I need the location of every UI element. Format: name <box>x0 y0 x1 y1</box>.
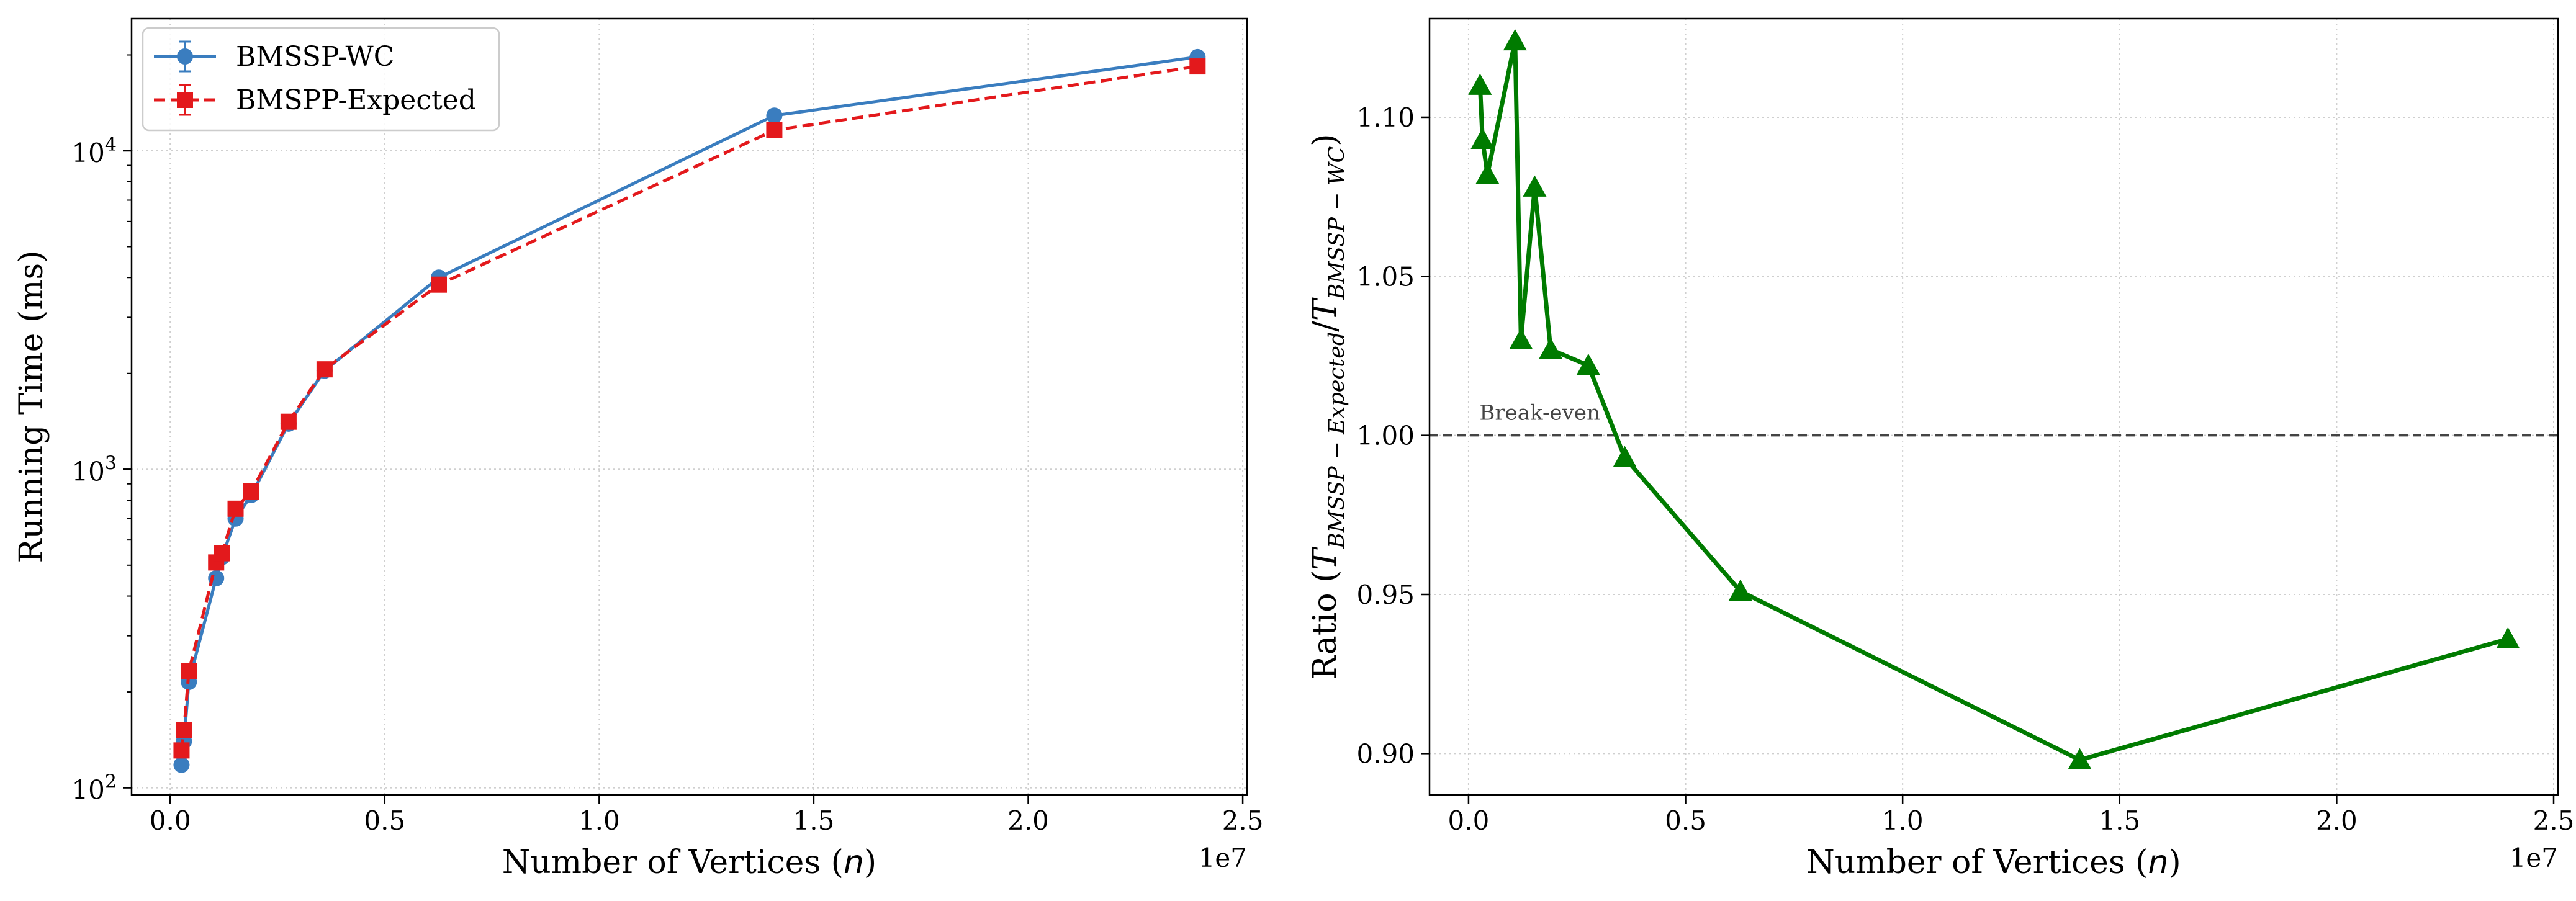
y-tick-label: 1.05 <box>1356 261 1415 292</box>
x-tick-label: 2.5 <box>1222 805 1264 836</box>
data-point <box>173 742 190 759</box>
data-point <box>1576 353 1600 375</box>
data-point <box>1189 58 1206 75</box>
legend-label: BMSPP-Expected <box>236 84 476 116</box>
x-axis-label-text: Number of Vertices ( <box>1806 844 2148 881</box>
data-point <box>2068 748 2092 769</box>
data-point <box>1509 328 1533 350</box>
data-point <box>176 722 192 738</box>
data-point <box>431 276 448 293</box>
x-tick-label: 0.5 <box>364 805 405 836</box>
y-tick-base: 10 <box>71 775 104 805</box>
x-tick-label: 2.0 <box>1007 805 1049 836</box>
data-point <box>280 413 297 430</box>
y-tick-label: 0.90 <box>1356 738 1415 769</box>
ratio-chart: Break-even 0.0 0.5 1.0 1.5 2.0 2.5 0.90 0.95 1.00… <box>1307 17 2575 881</box>
data-point <box>173 756 190 773</box>
data-point <box>1475 163 1500 184</box>
data-point <box>1613 446 1637 467</box>
y-axis-label: Ratio (TBMSSP − Expected/TBMSSP − WC) <box>1307 133 1349 679</box>
x-offset-label: 1e7 <box>1199 843 1247 873</box>
x-tick-label: 2.5 <box>2533 805 2575 836</box>
x-axis-label: Number of Vertices (n) <box>502 844 876 881</box>
y-tick-label: 1.10 <box>1356 102 1415 133</box>
legend-marker <box>177 92 193 108</box>
x-tick-label: 2.0 <box>2316 805 2358 836</box>
y-label-slash: / <box>1307 321 1344 332</box>
y-label-T1: T <box>1307 547 1344 570</box>
series-line-0 <box>1477 38 2509 763</box>
series-line-1 <box>179 65 1198 751</box>
y-label-prefix: Ratio ( <box>1307 570 1344 680</box>
legend: BMSSP-WC BMSPP-Expected <box>142 27 500 132</box>
data-point <box>1539 338 1563 359</box>
data-point <box>1728 579 1752 601</box>
legend-label: BMSSP-WC <box>236 41 394 73</box>
x-tick-label: 0.0 <box>1448 805 1490 836</box>
y-tick-exponent: 4 <box>105 134 117 156</box>
y-label-T2: T <box>1307 297 1344 321</box>
y-tick-label: 104 <box>71 134 117 168</box>
data-point <box>316 361 333 378</box>
data-point <box>214 545 230 562</box>
data-point <box>2496 627 2520 648</box>
y-tick-exponent: 3 <box>105 452 117 474</box>
data-point <box>766 122 783 138</box>
y-tick-label: 0.95 <box>1356 580 1415 610</box>
y-tick-label: 1.00 <box>1356 421 1415 451</box>
legend-box <box>142 27 500 132</box>
legend-marker <box>177 48 193 65</box>
y-label-sub2: BMSSP − WC <box>1325 146 1349 300</box>
data-point <box>1468 73 1492 95</box>
data-point <box>1523 175 1547 197</box>
x-axis-label-tail: ) <box>2168 844 2181 881</box>
x-offset-label: 1e7 <box>2510 843 2558 873</box>
y-tick-base: 10 <box>71 138 104 168</box>
x-tick-label: 1.0 <box>1882 805 1924 836</box>
y-label-sub1: BMSSP − Expected <box>1325 332 1349 549</box>
y-label-suffix: ) <box>1307 133 1344 146</box>
series-line-0 <box>179 55 1198 765</box>
data-point <box>243 483 259 500</box>
x-axis-label: Number of Vertices (n) <box>1806 844 2181 881</box>
x-axis-label-tail: ) <box>864 844 876 881</box>
x-tick-label: 1.5 <box>2099 805 2140 836</box>
data-point <box>181 663 197 679</box>
y-axis-label: Running Time (ms) <box>13 250 50 563</box>
axes-frame <box>1428 17 2559 796</box>
y-tick-base: 10 <box>71 456 104 486</box>
data-point <box>766 107 783 124</box>
x-axis-label-var: n <box>2148 844 2168 881</box>
data-point <box>1503 29 1527 51</box>
x-axis-label-text: Number of Vertices ( <box>502 844 844 881</box>
data-point <box>227 500 244 517</box>
data-point <box>1470 127 1495 150</box>
x-tick-label: 1.5 <box>793 805 835 836</box>
y-tick-exponent: 2 <box>105 771 117 793</box>
x-tick-label: 1.0 <box>579 805 620 836</box>
axes-frame <box>130 17 1248 796</box>
y-tick-label: 102 <box>71 771 117 805</box>
x-tick-label: 0.5 <box>1665 805 1706 836</box>
y-tick-label: 103 <box>71 452 117 486</box>
x-axis-label-var: n <box>844 844 864 881</box>
break-even-label: Break-even <box>1479 401 1600 426</box>
x-tick-label: 0.0 <box>150 805 191 836</box>
